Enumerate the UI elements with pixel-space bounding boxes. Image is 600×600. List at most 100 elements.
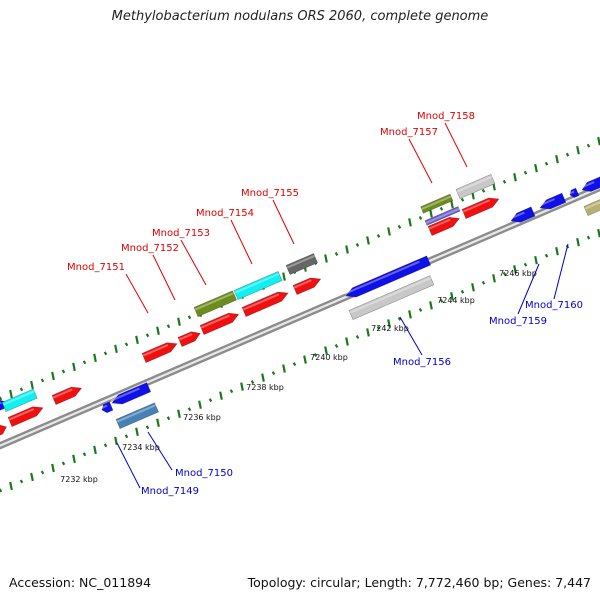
lower-tick: [187, 407, 192, 412]
lower-tick-row: [0, 228, 600, 493]
upper-tick: [93, 353, 97, 363]
gene-label: Mnod_7150: [175, 468, 233, 479]
lower-tick: [177, 409, 181, 418]
upper-tick: [523, 170, 528, 175]
lower-tick: [82, 452, 87, 457]
gene-arrow-shine: [110, 387, 140, 402]
lower-tick: [292, 362, 297, 367]
gene-arrow-body: [115, 402, 159, 429]
lower-tick: [376, 325, 381, 330]
gene-arrow: [583, 199, 600, 216]
gene-arrow: [51, 386, 83, 405]
gene-arrow-body: [141, 342, 178, 363]
upper-tick: [145, 333, 150, 338]
lower-tick: [513, 265, 517, 274]
lower-tick: [93, 445, 97, 455]
gene-arrow-shine: [538, 198, 556, 207]
gene-callout: Mnod_7160: [525, 243, 583, 311]
upper-tick: [576, 145, 580, 155]
lower-tick: [481, 280, 486, 285]
upper-tick: [565, 152, 570, 157]
gene-arrow: [115, 402, 159, 429]
gene-arrow-shine: [462, 199, 491, 213]
upper-tick: [481, 188, 486, 193]
callout-leader: [116, 442, 141, 489]
gene-arrow-shine: [178, 333, 193, 341]
callout-leader: [444, 122, 468, 168]
callout-leader: [408, 138, 433, 184]
gene-label: Mnod_7156: [393, 357, 451, 368]
lower-tick: [282, 364, 286, 373]
gene-arrow-shine: [580, 181, 595, 189]
gene-arrow: [1, 388, 38, 412]
lower-tick: [51, 463, 55, 473]
upper-tick: [376, 233, 381, 238]
gene-arrow-shine: [100, 404, 108, 410]
gene-arrow: [420, 193, 454, 214]
gene-callout: Mnod_7151: [67, 262, 149, 314]
upper-tick: [82, 360, 87, 365]
lower-tick: [418, 307, 423, 312]
gene-arrow: [427, 217, 460, 236]
callout-leader: [125, 273, 149, 314]
lower-tick: [576, 237, 580, 247]
upper-tick: [19, 387, 24, 392]
gene-arrow: [7, 406, 44, 427]
upper-tick: [408, 218, 412, 227]
upper-tick: [439, 206, 444, 211]
upper-tick: [418, 215, 423, 220]
gene-arrow-body: [101, 401, 114, 414]
upper-tick: [555, 154, 559, 164]
gene-arrow-shine: [52, 388, 73, 399]
lower-tick: [555, 246, 559, 256]
lower-tick: [544, 253, 549, 258]
gene-arrow-shine: [116, 404, 156, 423]
gene-callout: Mnod_7153: [152, 228, 210, 286]
gene-callout: Mnod_7157: [380, 127, 438, 184]
gene-arrow-shine: [142, 344, 169, 357]
lower-tick: [198, 400, 202, 409]
genome-stats-text: Topology: circular; Length: 7,772,460 bp…: [247, 575, 591, 590]
lower-tick: [61, 461, 66, 466]
lower-tick: [502, 271, 507, 276]
gene-arrow-body: [420, 193, 454, 214]
gene-arrow: [177, 331, 201, 347]
lower-tick: [355, 335, 360, 339]
gene-arrow-shine: [200, 314, 230, 329]
gene-arrow: [344, 255, 432, 298]
upper-tick: [166, 324, 171, 329]
gene-arrow-shine: [0, 401, 2, 405]
gene-callout: Mnod_7158: [417, 111, 475, 168]
lower-tick: [250, 380, 255, 385]
gene-arrow-shine: [428, 218, 451, 230]
lower-tick: [0, 488, 3, 493]
gene-arrow-body: [424, 206, 461, 226]
gene-callout: Mnod_7155: [241, 188, 299, 245]
lower-tick: [103, 443, 108, 448]
gene-arrow: [193, 290, 237, 317]
gene-arrow-body: [193, 290, 237, 317]
gene-label: Mnod_7157: [380, 127, 438, 138]
upper-tick: [51, 371, 55, 381]
lower-tick: [324, 346, 328, 355]
gene-arrow-body: [1, 388, 38, 412]
gene-arrow-shine: [8, 408, 35, 421]
gene-arrow-body: [285, 253, 318, 275]
gene-arrow: [424, 206, 461, 226]
gene-arrow-body: [583, 199, 600, 216]
upper-tick: [345, 245, 349, 254]
gene-label: Mnod_7160: [525, 300, 583, 311]
lower-tick: [586, 235, 591, 240]
lower-tick: [408, 310, 412, 319]
lower-tick: [460, 289, 465, 294]
lower-tick: [313, 353, 318, 357]
gene-arrow-shine: [286, 254, 315, 269]
upper-tick: [187, 315, 192, 320]
gene-arrow-body: [241, 291, 289, 317]
accession-text: Accession: NC_011894: [9, 575, 152, 590]
gene-callout: Mnod_7149: [116, 442, 199, 497]
lower-tick: [450, 292, 454, 301]
lower-tick: [523, 262, 528, 267]
gene-arrow-body: [455, 174, 496, 199]
lower-tick: [208, 398, 213, 403]
